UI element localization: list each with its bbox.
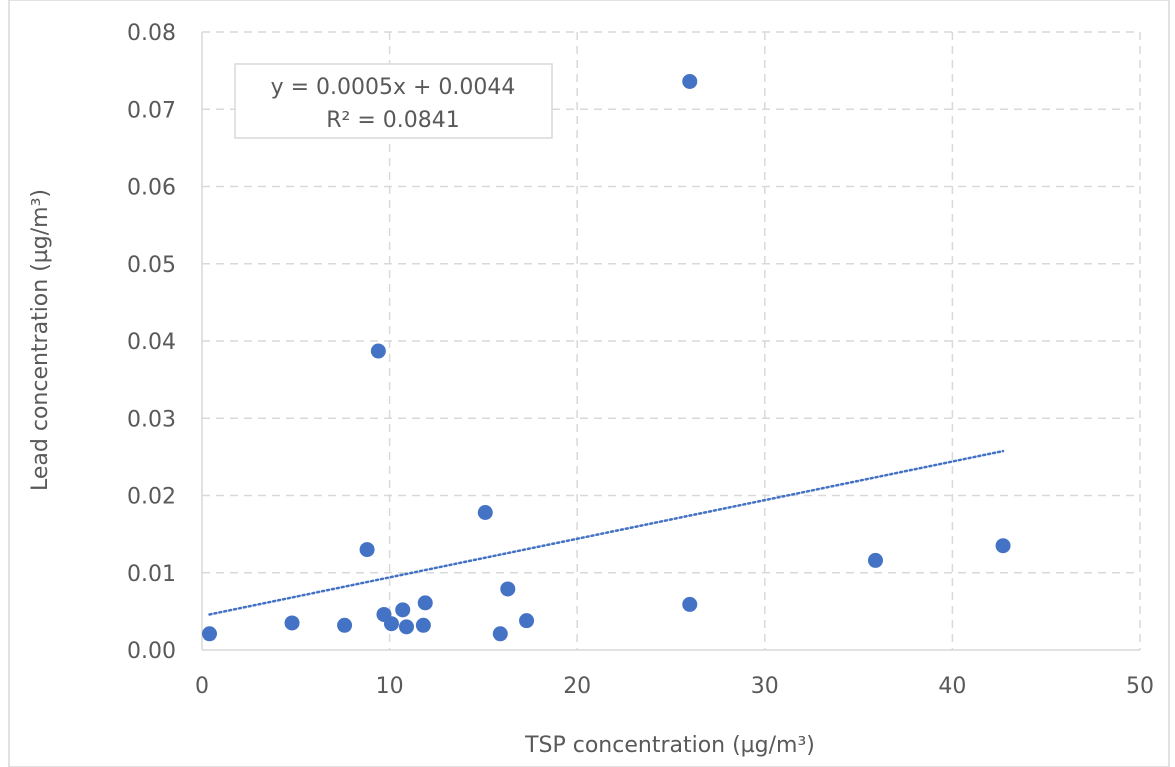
data-point	[395, 602, 411, 618]
chart-border	[8, 0, 1170, 767]
y-tick-label: 0.01	[127, 562, 176, 587]
trendline-equation: y = 0.0005x + 0.0044	[271, 75, 516, 100]
data-point	[370, 343, 386, 359]
data-point	[682, 73, 698, 89]
y-tick-label: 0.05	[127, 253, 176, 278]
y-tick-label: 0.03	[127, 407, 176, 432]
y-tick-label: 0.02	[127, 485, 176, 510]
y-tick-label: 0.08	[127, 21, 176, 46]
data-point	[867, 552, 883, 568]
x-tick-label: 10	[376, 674, 404, 699]
data-point	[477, 504, 493, 520]
x-tick-label: 30	[751, 674, 779, 699]
data-point	[383, 616, 399, 632]
x-tick-label: 0	[195, 674, 209, 699]
y-tick-label: 0.04	[127, 330, 176, 355]
y-tick-label: 0.07	[127, 98, 176, 123]
axes	[201, 32, 1140, 651]
x-tick-label: 40	[938, 674, 966, 699]
data-points	[202, 73, 1011, 642]
data-point	[398, 619, 414, 635]
x-axis-title: TSP concentration (µg/m³)	[524, 733, 815, 758]
data-point	[995, 538, 1011, 554]
y-tick-label: 0.06	[127, 176, 176, 201]
data-point	[284, 615, 300, 631]
x-tick-label: 20	[563, 674, 591, 699]
tick-labels: 0.00 0.01 0.02 0.03 0.04 0.05 0.06 0.07 0.08 0 10 2…	[127, 21, 1154, 699]
trendline-r-squared: R² = 0.0841	[326, 108, 460, 133]
trendline-group	[208, 449, 1005, 616]
trendline	[208, 449, 1005, 616]
trendline-equation-box: y = 0.0005x + 0.0044 R² = 0.0841	[234, 63, 553, 139]
data-point	[492, 626, 508, 642]
data-point	[519, 613, 535, 629]
data-point	[337, 617, 353, 633]
y-tick-label: 0.00	[127, 639, 176, 664]
data-point	[500, 581, 516, 597]
data-point	[415, 617, 431, 633]
data-point	[682, 596, 698, 612]
data-point	[202, 626, 218, 642]
data-point	[359, 542, 375, 558]
equation-box-frame	[234, 63, 553, 139]
data-point	[417, 595, 433, 611]
y-axis-title: Lead concentration (µg/m³)	[28, 189, 53, 491]
x-tick-label: 50	[1126, 674, 1154, 699]
